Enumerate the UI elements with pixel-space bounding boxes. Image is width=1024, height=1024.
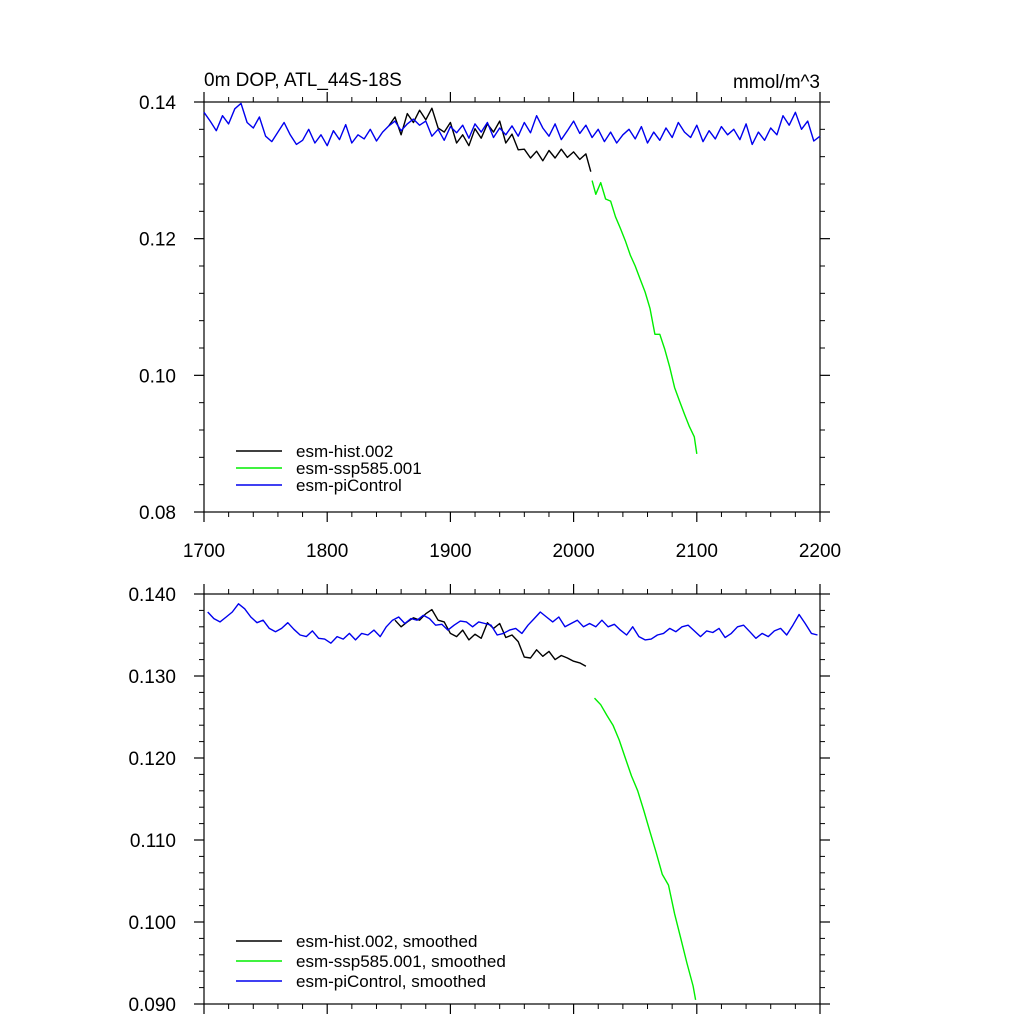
bottom-series-line-2 [207,603,818,644]
top-plot-frame [203,101,821,513]
top-series-line-2 [203,102,821,147]
top-y-tick-label: 0.10 [139,366,176,387]
top-x-tick-label: 1700 [183,541,225,562]
top-y-tick-label: 0.12 [139,230,176,251]
top-x-tick-label: 2000 [552,541,594,562]
top-series-line-0 [388,107,592,172]
top-x-tick-label: 2200 [799,541,841,562]
top-y-tick-label: 0.08 [139,503,176,524]
top-x-tick-label: 2100 [676,541,718,562]
top-series-group [203,102,821,455]
bottom-plot-frame [203,593,821,1005]
bottom-panel: 0.090 0.100 0.110 0.120 0.130 0.140 esm-hist.… [128,584,830,1016]
top-legend-label: esm-hist.002 [296,442,393,461]
top-series-line-1 [591,180,698,455]
top-panel: 1700 1800 1900 2000 2100 2200 0.08 0.10 0.12 0.14… [139,70,841,562]
bottom-legend-label: esm-hist.002, smoothed [296,932,477,951]
bottom-y-tick-label: 0.120 [128,749,176,770]
bottom-axis-ticks: 0.090 0.100 0.110 0.120 0.130 0.140 [128,584,830,1016]
top-y-tick-label: 0.14 [139,93,176,114]
top-chart-title: 0m DOP, ATL_44S-18S [204,70,402,91]
top-legend-label: esm-ssp585.001 [296,459,422,478]
bottom-legend-label: esm-piControl, smoothed [296,972,486,991]
top-x-tick-label: 1900 [429,541,471,562]
bottom-legend-label: esm-ssp585.001, smoothed [296,952,506,971]
top-legend-label: esm-piControl [296,476,402,495]
bottom-y-tick-label: 0.130 [128,667,176,688]
top-axis-ticks: 1700 1800 1900 2000 2100 2200 0.08 0.10 0.12 0.14 [139,92,841,562]
bottom-y-tick-label: 0.110 [130,831,176,852]
top-x-tick-label: 1800 [306,541,348,562]
bottom-series-line-1 [593,697,697,1001]
bottom-y-tick-label: 0.100 [128,913,176,934]
bottom-y-tick-label: 0.090 [128,995,176,1016]
top-chart-units: mmol/m^3 [733,72,820,93]
bottom-y-tick-label: 0.140 [128,585,176,606]
bottom-series-group [207,603,818,1001]
